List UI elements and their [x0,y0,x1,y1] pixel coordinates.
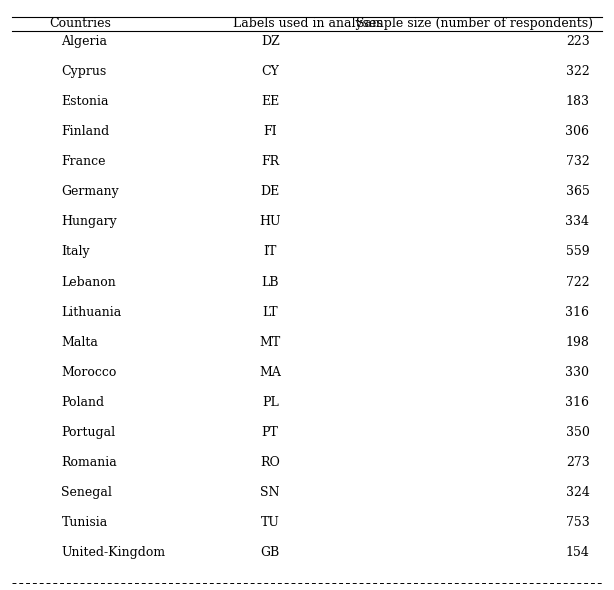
Text: Tunisia: Tunisia [61,516,107,529]
Text: Finland: Finland [61,125,110,138]
Text: 365: 365 [565,185,589,198]
Text: 316: 316 [565,306,589,319]
Text: HU: HU [259,215,281,228]
Text: 306: 306 [565,125,589,138]
Text: France: France [61,155,106,168]
Text: FI: FI [263,125,277,138]
Text: Hungary: Hungary [61,215,117,228]
Text: RO: RO [260,456,280,469]
Text: Cyprus: Cyprus [61,65,107,78]
Text: DE: DE [260,185,280,198]
Text: LT: LT [262,306,278,319]
Text: Portugal: Portugal [61,426,115,439]
Text: IT: IT [263,245,277,258]
Text: 223: 223 [565,35,589,48]
Text: LB: LB [262,276,279,289]
Text: Lithuania: Lithuania [61,306,122,319]
Text: Algeria: Algeria [61,35,107,48]
Text: 324: 324 [565,486,589,499]
Text: DZ: DZ [261,35,279,48]
Text: Germany: Germany [61,185,119,198]
Text: 732: 732 [565,155,589,168]
Text: Lebanon: Lebanon [61,276,116,289]
Text: TU: TU [261,516,279,529]
Text: 722: 722 [566,276,589,289]
Text: 198: 198 [565,336,589,349]
Text: EE: EE [261,95,279,108]
Text: MA: MA [259,366,281,379]
Text: 322: 322 [565,65,589,78]
Text: MT: MT [260,336,281,349]
Text: Countries: Countries [49,17,111,30]
Text: 273: 273 [565,456,589,469]
Text: 316: 316 [565,396,589,409]
Text: 334: 334 [565,215,589,228]
Text: Italy: Italy [61,245,90,258]
Text: PT: PT [262,426,279,439]
Text: 753: 753 [565,516,589,529]
Text: CY: CY [261,65,279,78]
Text: Morocco: Morocco [61,366,117,379]
Text: 559: 559 [566,245,589,258]
Text: Poland: Poland [61,396,104,409]
Text: SN: SN [260,486,280,499]
Text: Sample size (number of respondents): Sample size (number of respondents) [356,17,593,30]
Text: 350: 350 [565,426,589,439]
Text: PL: PL [262,396,279,409]
Text: 183: 183 [565,95,589,108]
Text: United-Kingdom: United-Kingdom [61,546,166,559]
Text: Malta: Malta [61,336,98,349]
Text: GB: GB [260,546,280,559]
Text: FR: FR [261,155,279,168]
Text: Labels used in analyses: Labels used in analyses [233,17,383,30]
Text: 154: 154 [565,546,589,559]
Text: Estonia: Estonia [61,95,109,108]
Text: Senegal: Senegal [61,486,112,499]
Text: 330: 330 [565,366,589,379]
Text: Romania: Romania [61,456,117,469]
